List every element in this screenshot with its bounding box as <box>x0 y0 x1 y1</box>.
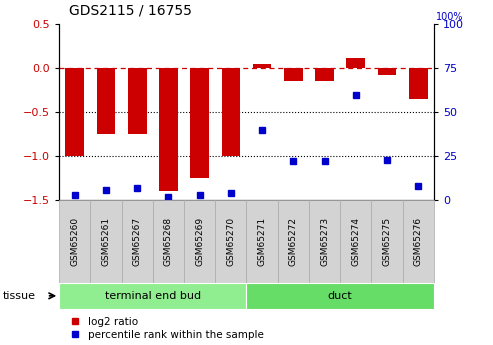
Bar <box>97 68 115 134</box>
Bar <box>409 68 427 99</box>
Bar <box>159 68 178 191</box>
Bar <box>59 200 90 283</box>
Bar <box>153 200 184 283</box>
Text: GSM65272: GSM65272 <box>289 217 298 266</box>
Bar <box>246 283 434 309</box>
Text: GDS2115 / 16755: GDS2115 / 16755 <box>69 3 192 17</box>
Text: GSM65271: GSM65271 <box>258 217 267 266</box>
Bar <box>122 200 153 283</box>
Bar <box>278 200 309 283</box>
Text: GSM65269: GSM65269 <box>195 217 204 266</box>
Bar <box>347 58 365 68</box>
Bar <box>128 68 146 134</box>
Bar <box>215 200 246 283</box>
Bar <box>378 68 396 75</box>
Legend: log2 ratio, percentile rank within the sample: log2 ratio, percentile rank within the s… <box>65 317 264 340</box>
Bar <box>403 200 434 283</box>
Text: 100%: 100% <box>436 12 464 22</box>
Bar <box>309 200 340 283</box>
Text: GSM65273: GSM65273 <box>320 217 329 266</box>
Bar <box>253 64 272 68</box>
Bar <box>184 200 215 283</box>
Text: tissue: tissue <box>2 291 35 301</box>
Bar <box>371 200 403 283</box>
Text: GSM65268: GSM65268 <box>164 217 173 266</box>
Bar <box>315 68 334 81</box>
Text: duct: duct <box>328 291 352 301</box>
Text: GSM65260: GSM65260 <box>70 217 79 266</box>
Bar <box>246 200 278 283</box>
Text: GSM65267: GSM65267 <box>133 217 141 266</box>
Text: GSM65274: GSM65274 <box>352 217 360 266</box>
Bar <box>284 68 303 81</box>
Bar <box>66 68 84 156</box>
Text: GSM65275: GSM65275 <box>383 217 391 266</box>
Bar <box>221 68 240 156</box>
Bar <box>190 68 209 178</box>
Bar <box>59 283 246 309</box>
Bar <box>340 200 371 283</box>
Text: GSM65276: GSM65276 <box>414 217 423 266</box>
Bar <box>90 200 122 283</box>
Text: terminal end bud: terminal end bud <box>105 291 201 301</box>
Text: GSM65270: GSM65270 <box>226 217 235 266</box>
Text: GSM65261: GSM65261 <box>102 217 110 266</box>
